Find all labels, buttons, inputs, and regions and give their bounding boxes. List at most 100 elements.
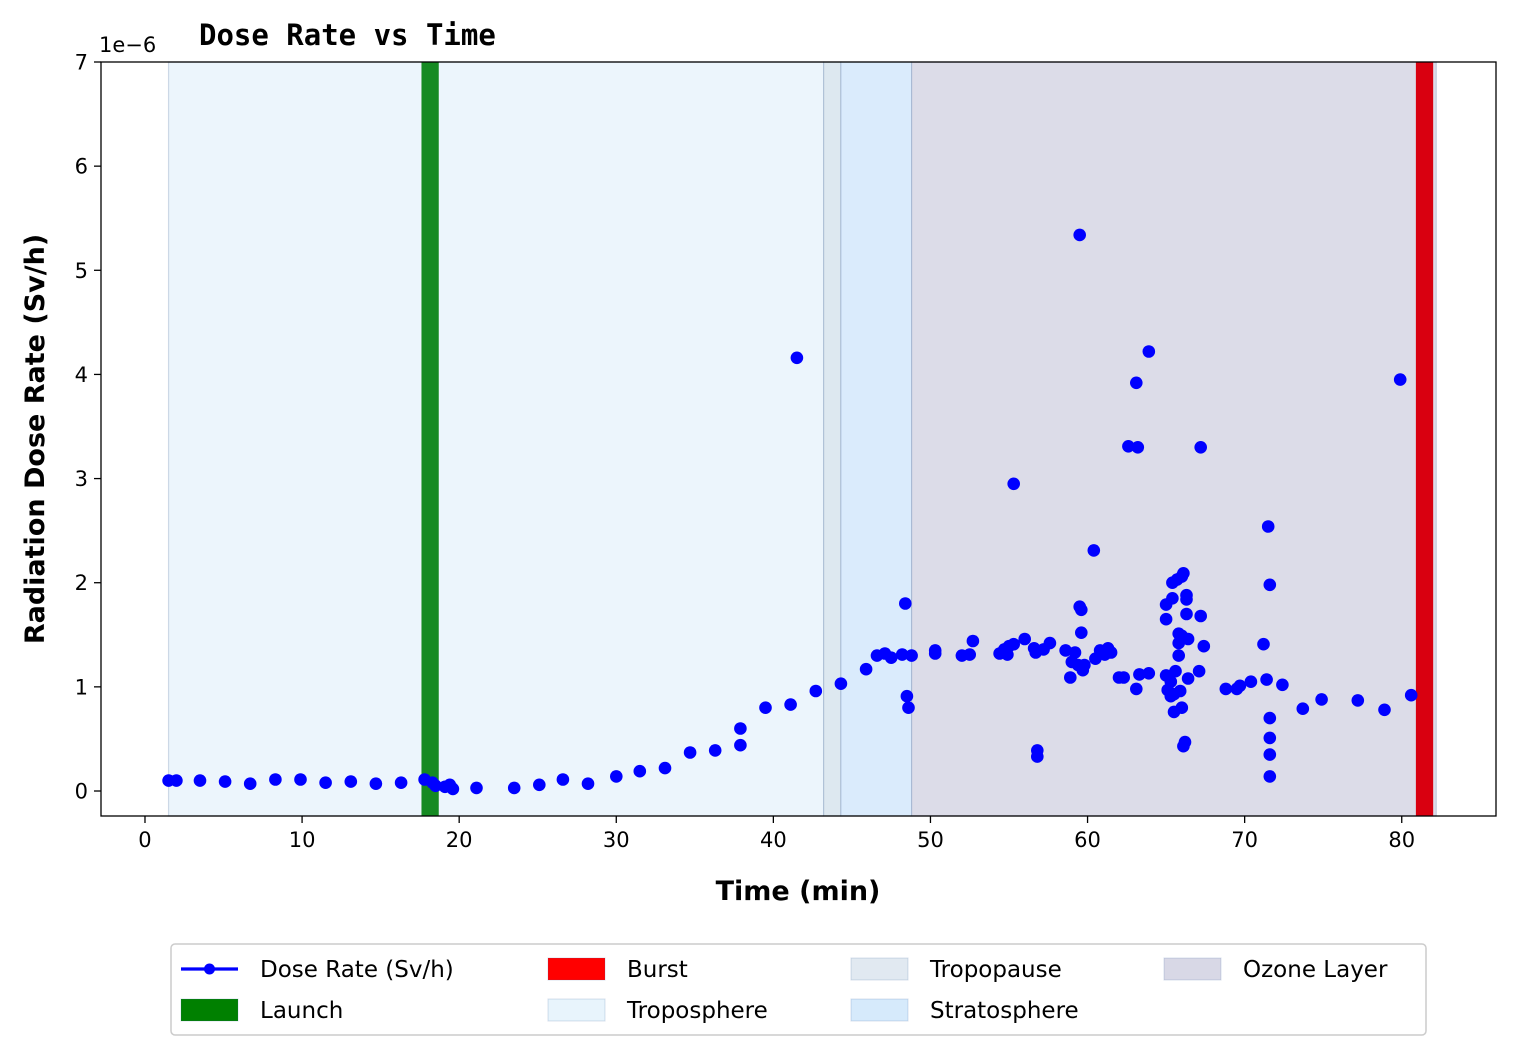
y-tick-label: 7 [75,51,88,75]
legend-patch-swatch [1163,957,1222,981]
data-point [1263,748,1277,761]
data-point [1064,671,1077,684]
legend-label: Dose Rate (Sv/h) [260,957,454,983]
region-stratosphere [840,61,913,817]
legend-label: Troposphere [626,998,768,1024]
y-tick-label: 4 [75,363,88,387]
legend-label: Ozone Layer [1243,957,1388,983]
data-point [243,777,257,790]
data-point [1178,735,1192,749]
data-point [1315,693,1328,706]
x-tick-label: 40 [760,828,787,852]
data-point [884,651,898,664]
data-point [900,689,914,703]
data-point [683,746,697,759]
data-point [1018,632,1031,646]
data-point [1260,673,1273,686]
data-point [963,648,976,661]
data-point [834,677,848,690]
y-tick-label: 2 [75,571,88,595]
data-point [1164,675,1178,688]
data-point [759,701,772,714]
data-point [734,722,747,735]
x-axis-label: Time (min) [716,876,881,907]
data-point [394,776,408,789]
chart-title: Dose Rate vs Time [199,18,496,52]
data-point [734,738,747,752]
data-point [1059,644,1072,657]
data-point [1181,632,1195,646]
legend-patch-swatch [547,957,606,981]
data-point [1031,750,1044,763]
data-point [610,770,623,783]
legend-frame [170,943,1427,1036]
legend-label: Tropopause [929,957,1062,983]
data-point [1351,694,1365,707]
data-point [633,764,647,778]
legend-item-ozone-layer: Ozone Layer [1163,957,1388,983]
data-point [1192,664,1206,678]
data-point [1404,688,1418,702]
data-point [319,776,332,789]
data-point [294,773,307,786]
data-point [658,761,672,775]
y-axis-ticks: 0 1 2 3 4 5 6 7 [75,51,101,804]
x-tick-label: 20 [446,828,473,852]
data-point [344,775,358,788]
y-axis-offset-label: 1e−6 [99,33,156,57]
data-point [1263,731,1277,745]
data-point [1130,682,1143,696]
data-point [966,634,980,648]
data-point [533,778,546,792]
data-point [1068,646,1082,659]
data-point [1130,376,1143,390]
data-point [193,774,207,787]
data-point [1122,440,1135,453]
data-point [809,684,823,698]
data-point [1142,667,1156,680]
data-point [1073,228,1086,242]
data-point [1117,671,1130,684]
data-point [1177,567,1190,580]
data-point [1075,626,1088,639]
legend-item-dose-rate-sv-h: Dose Rate (Sv/h) [181,957,454,983]
data-point [1131,441,1145,454]
y-tick-label: 6 [75,155,88,179]
legend-patch-swatch [547,998,606,1022]
data-point [790,351,804,365]
y-tick-label: 3 [75,467,88,491]
legend-marker-swatch [204,963,215,975]
data-point [1261,520,1275,533]
legend-label: Launch [260,998,343,1024]
data-point [1104,646,1118,659]
dose-rate-points [162,228,1418,796]
event-band-launch [421,62,439,816]
legend-item-burst: Burst [547,957,688,983]
data-point [1244,675,1258,688]
y-tick-label: 0 [75,780,88,804]
data-point [1166,592,1179,605]
data-point [1276,678,1289,692]
atmosphere-regions [167,61,1437,817]
data-point [1043,636,1057,650]
legend-patch-swatch [850,957,909,981]
flight-event-bands [421,62,1434,816]
data-point [1197,639,1211,653]
y-axis-label: Radiation Dose Rate (Sv/h) [20,234,51,644]
x-tick-label: 10 [289,828,316,852]
data-point [1257,637,1270,651]
data-point [1180,607,1193,621]
data-point [1159,612,1173,626]
data-point [895,648,909,661]
data-point [1007,477,1020,491]
x-tick-label: 0 [138,828,151,852]
data-point [905,649,918,662]
data-point [1007,637,1020,651]
data-point [708,744,722,757]
data-point [446,782,460,796]
data-point [1263,711,1277,725]
data-point [429,779,442,793]
legend-patch-swatch [180,998,239,1022]
data-point [556,773,570,786]
